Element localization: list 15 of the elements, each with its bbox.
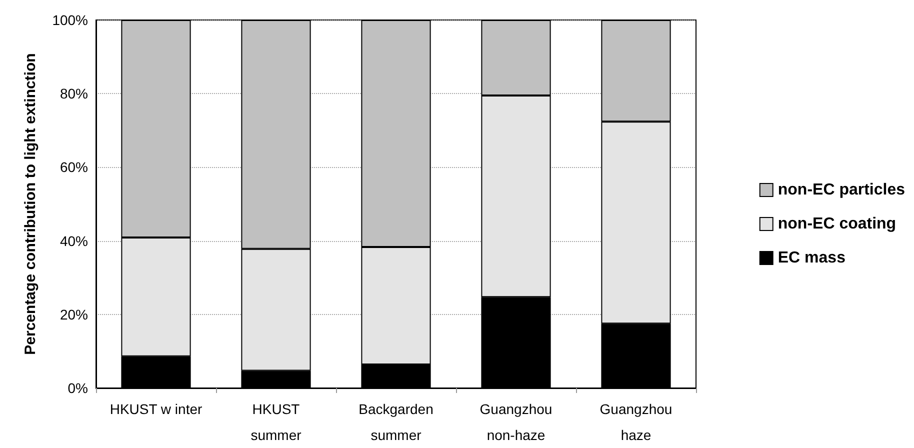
y-tick-label: 0% bbox=[68, 380, 88, 396]
x-tick-label: Guangzhou non-haze bbox=[480, 401, 552, 443]
x-tick-label: Backgarden summer bbox=[358, 401, 434, 443]
y-axis-title: Percentage contribution to light extinction bbox=[22, 53, 39, 355]
legend-label: non-EC particles bbox=[778, 182, 906, 198]
y-tick-label: 20% bbox=[60, 306, 88, 322]
y-tick-label: 40% bbox=[60, 232, 88, 249]
y-tick-label: 60% bbox=[60, 159, 88, 176]
y-tick-label: 100% bbox=[52, 12, 88, 28]
x-tick-label: HKUST summer bbox=[250, 401, 302, 443]
legend-label: EC mass bbox=[778, 250, 846, 266]
y-tick-label: 80% bbox=[60, 86, 88, 102]
legend-label: non-EC coating bbox=[778, 216, 896, 232]
x-tick-label: HKUST w inter bbox=[110, 401, 202, 417]
x-tick-label: Guangzhou haze bbox=[600, 401, 672, 443]
